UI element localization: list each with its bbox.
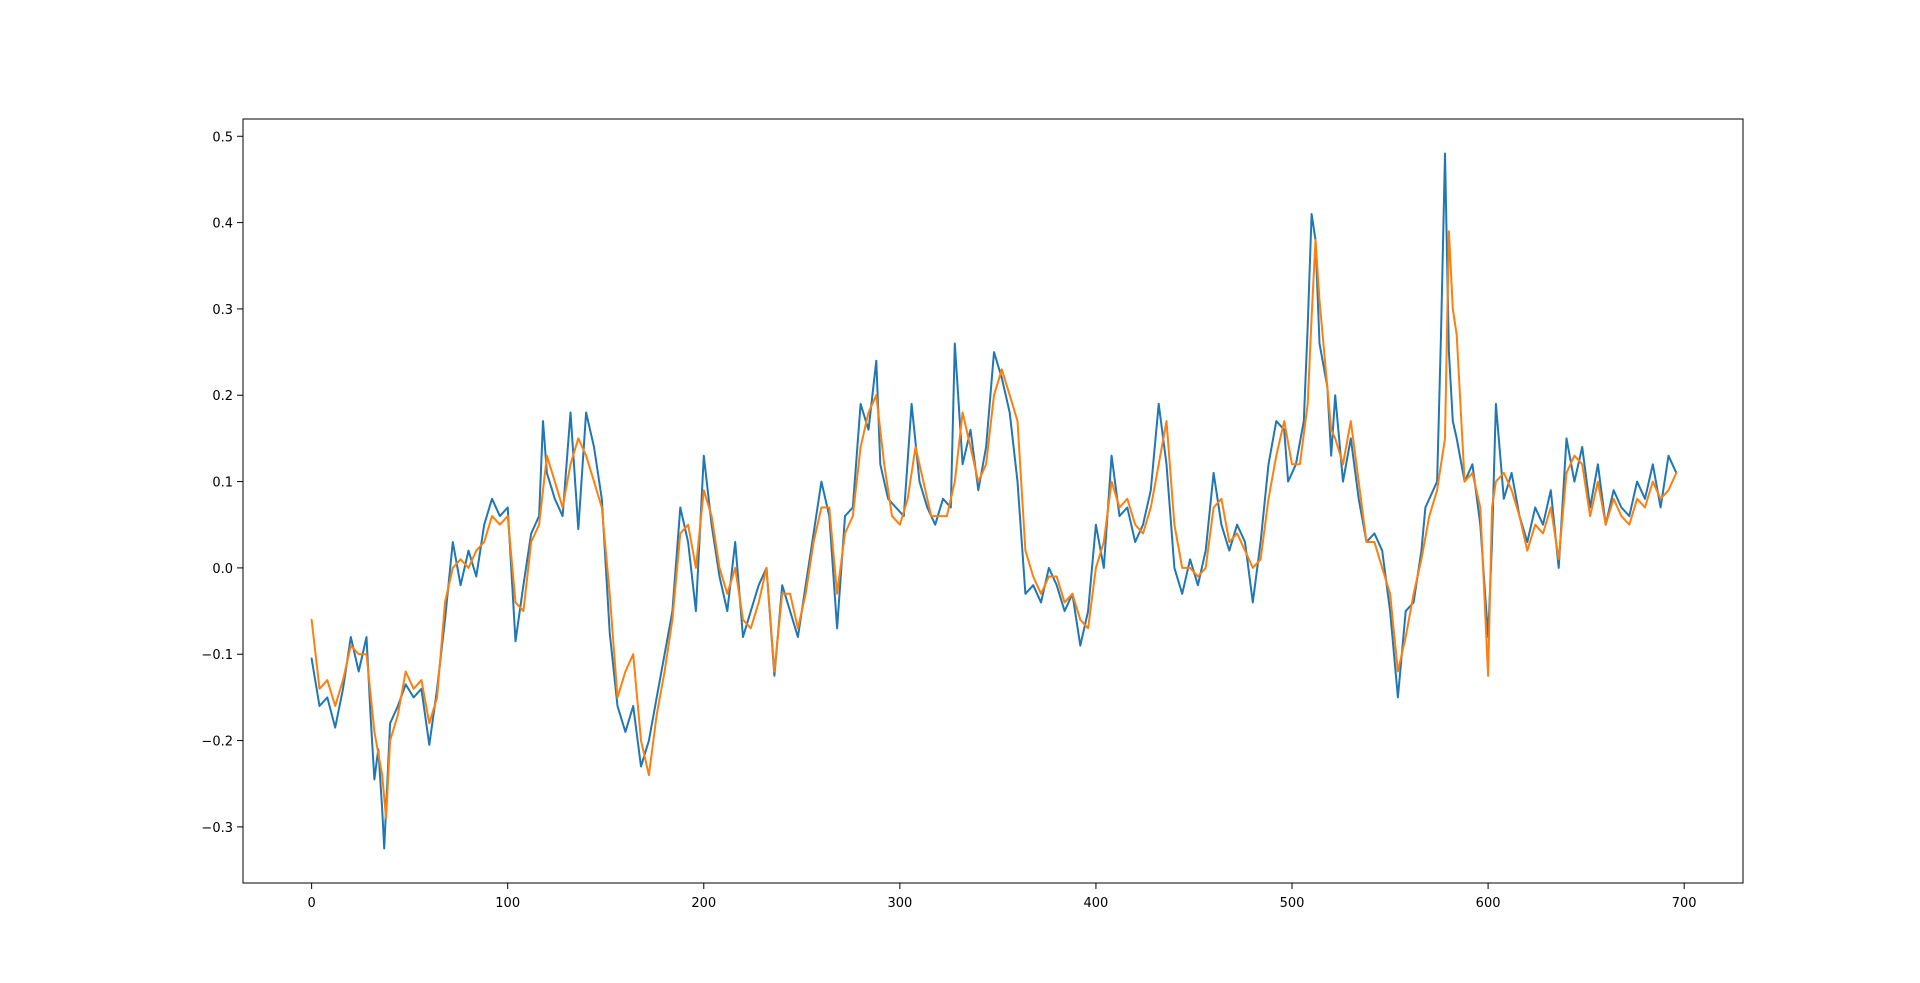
- plot-frame: [242, 118, 1744, 884]
- x-tick-label: 200: [691, 896, 716, 911]
- y-tick-label: 0.4: [212, 217, 233, 232]
- y-axis: −0.3 −0.2 −0.1 0.0 0.1 0.2 0.3 0.4 0.5: [201, 130, 243, 836]
- y-tick-label: 0.3: [212, 303, 233, 318]
- x-tick-label: 0: [307, 896, 315, 911]
- x-axis: 0 100 200 300 400 500 600 700: [307, 883, 1697, 911]
- x-tick-label: 500: [1280, 896, 1305, 911]
- x-tick-label: 600: [1476, 896, 1501, 911]
- y-tick-label: −0.1: [201, 648, 233, 663]
- series-layer: [310, 152, 1678, 850]
- series-line-1: [310, 230, 1678, 820]
- y-tick-label: −0.3: [201, 821, 233, 836]
- x-tick-label: 700: [1672, 896, 1697, 911]
- y-tick-label: 0.1: [212, 476, 233, 491]
- y-tick-label: −0.2: [201, 735, 233, 750]
- x-tick-label: 100: [495, 896, 520, 911]
- y-tick-label: 0.2: [212, 389, 233, 404]
- series-line-0: [310, 152, 1678, 850]
- y-tick-label: 0.5: [212, 130, 233, 145]
- x-tick-label: 300: [887, 896, 912, 911]
- y-tick-label: 0.0: [212, 562, 233, 577]
- x-tick-label: 400: [1084, 896, 1109, 911]
